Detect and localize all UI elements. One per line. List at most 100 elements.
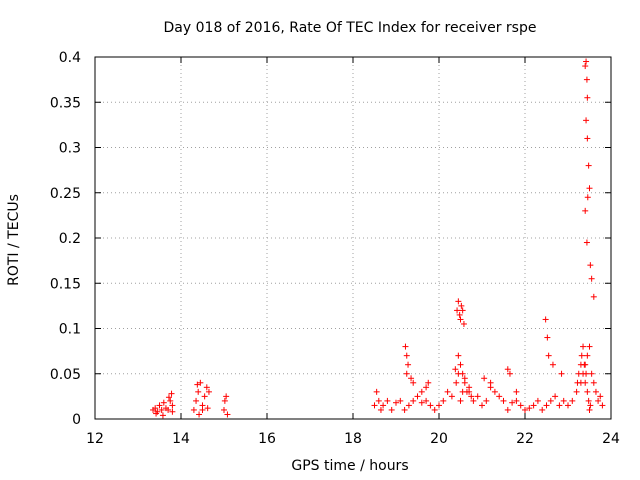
data-point xyxy=(168,390,175,397)
data-point xyxy=(582,379,589,386)
data-point xyxy=(578,352,585,359)
y-tick-label: 0.25 xyxy=(50,186,81,202)
grid xyxy=(95,57,611,419)
data-point xyxy=(455,352,462,359)
data-point xyxy=(427,402,434,409)
data-point xyxy=(575,370,582,377)
data-point xyxy=(388,406,395,413)
data-point xyxy=(588,275,595,282)
data-point xyxy=(453,379,460,386)
data-point xyxy=(534,397,541,404)
data-point xyxy=(410,379,417,386)
data-point xyxy=(590,379,597,386)
data-point xyxy=(560,397,567,404)
data-point xyxy=(405,402,412,409)
data-point xyxy=(403,370,410,377)
data-point xyxy=(586,406,593,413)
data-point xyxy=(408,375,415,382)
data-point xyxy=(590,293,597,300)
data-point xyxy=(380,402,387,409)
x-tick-label: 22 xyxy=(516,431,534,447)
data-point xyxy=(440,397,447,404)
data-point xyxy=(458,302,465,309)
data-point xyxy=(461,379,468,386)
data-point xyxy=(158,406,165,413)
data-point xyxy=(393,399,399,406)
data-point xyxy=(205,388,212,395)
data-point xyxy=(504,406,511,413)
data-point xyxy=(583,117,590,124)
data-point xyxy=(405,361,412,368)
data-point xyxy=(565,402,571,409)
data-point xyxy=(160,399,167,406)
y-tick-label: 0 xyxy=(72,412,81,428)
data-point xyxy=(584,352,591,359)
data-point xyxy=(193,397,200,404)
data-points xyxy=(150,58,606,419)
data-point xyxy=(402,343,409,350)
data-point xyxy=(455,298,462,305)
data-point xyxy=(513,388,520,395)
data-point xyxy=(371,402,378,409)
data-point xyxy=(204,405,211,412)
data-point xyxy=(456,311,463,318)
data-point xyxy=(586,185,593,192)
data-point xyxy=(159,412,166,419)
data-point xyxy=(491,388,498,395)
x-tick-label: 14 xyxy=(172,431,190,447)
data-point xyxy=(595,397,602,404)
y-tick-label: 0.4 xyxy=(59,50,81,66)
data-point xyxy=(454,307,461,314)
data-point xyxy=(592,388,599,395)
data-point xyxy=(457,397,464,404)
data-point xyxy=(542,316,549,323)
data-point xyxy=(582,207,589,214)
data-point xyxy=(584,94,591,101)
y-tick-label: 0.15 xyxy=(50,276,81,292)
y-tick-label: 0.1 xyxy=(59,322,81,338)
data-point xyxy=(483,397,490,404)
data-point xyxy=(436,402,442,409)
data-point xyxy=(500,397,507,404)
data-point xyxy=(587,402,594,409)
data-point xyxy=(556,402,563,409)
data-point xyxy=(569,397,576,404)
data-point xyxy=(583,370,590,377)
data-point xyxy=(474,393,481,400)
x-tick-label: 16 xyxy=(258,431,276,447)
data-point xyxy=(223,393,230,400)
data-point xyxy=(526,405,533,412)
data-point xyxy=(190,406,197,413)
data-point xyxy=(547,397,554,404)
data-point xyxy=(410,397,417,404)
data-point xyxy=(513,397,520,404)
data-point xyxy=(583,58,590,65)
data-point xyxy=(373,388,380,395)
x-tick-label: 20 xyxy=(430,431,448,447)
axis-ticks xyxy=(94,56,612,420)
data-point xyxy=(587,262,594,269)
data-point xyxy=(530,402,537,409)
data-point xyxy=(586,343,593,350)
data-point xyxy=(468,393,475,400)
data-point xyxy=(552,393,559,400)
x-tick-label: 18 xyxy=(344,431,362,447)
data-point xyxy=(459,307,466,314)
data-point xyxy=(585,162,592,169)
data-point xyxy=(517,402,524,409)
data-point xyxy=(448,393,455,400)
data-point xyxy=(165,406,172,413)
x-tick-label: 12 xyxy=(86,431,104,447)
data-point xyxy=(573,388,580,395)
data-point xyxy=(452,366,459,373)
data-point xyxy=(165,394,172,401)
x-tick-label: 24 xyxy=(602,431,620,447)
data-point xyxy=(584,135,591,142)
data-point xyxy=(418,388,425,395)
data-point xyxy=(414,393,421,400)
data-point xyxy=(599,402,606,409)
data-point xyxy=(583,239,590,246)
data-point xyxy=(522,406,528,413)
data-point xyxy=(169,408,176,415)
